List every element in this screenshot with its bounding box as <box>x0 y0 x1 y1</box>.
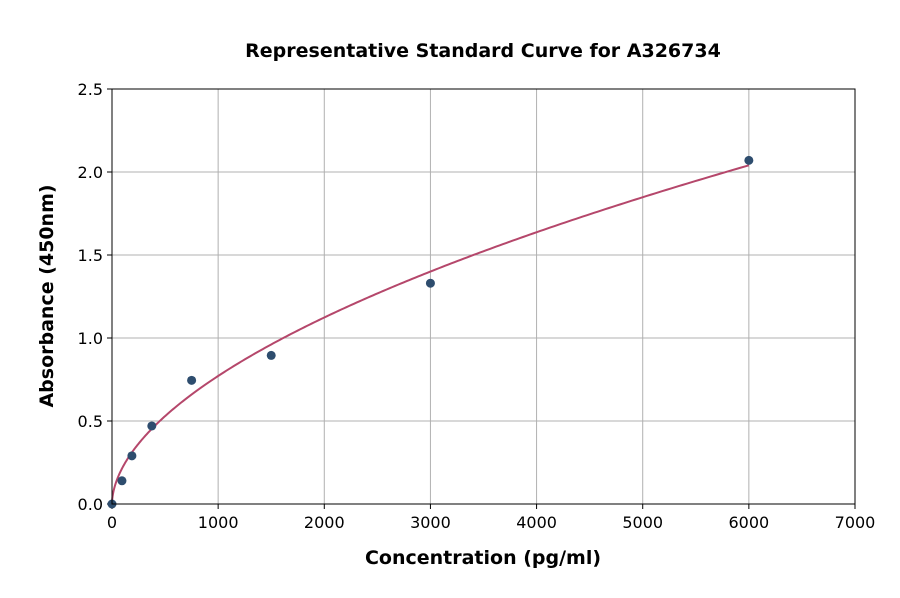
grid-lines <box>111 88 856 505</box>
x-tick-label: 4000 <box>516 513 557 532</box>
data-point <box>147 421 157 431</box>
data-point <box>425 278 435 288</box>
x-tick-label: 3000 <box>410 513 451 532</box>
y-tick-label: 0.0 <box>78 495 103 514</box>
y-tick-label: 2.0 <box>78 163 103 182</box>
x-tick-label: 0 <box>107 513 117 532</box>
x-axis-ticks: 0 1000 2000 3000 4000 5000 6000 7000 <box>107 504 875 532</box>
data-point <box>187 375 197 385</box>
x-tick-label: 2000 <box>304 513 345 532</box>
x-tick-label: 5000 <box>622 513 663 532</box>
y-axis-label: Absorbance (450nm) <box>36 184 58 407</box>
y-tick-label: 1.0 <box>78 329 103 348</box>
y-tick-label: 1.5 <box>78 246 103 265</box>
chart-title: Representative Standard Curve for A32673… <box>245 40 721 62</box>
x-tick-label: 6000 <box>728 513 769 532</box>
data-point <box>127 451 137 461</box>
y-tick-label: 0.5 <box>78 412 103 431</box>
data-point <box>744 155 754 165</box>
x-axis-label: Concentration (pg/ml) <box>365 547 601 569</box>
data-point <box>266 350 276 360</box>
y-axis-ticks: 0.0 0.5 1.0 1.5 2.0 2.5 <box>78 80 112 514</box>
x-tick-label: 7000 <box>835 513 876 532</box>
y-tick-label: 2.5 <box>78 80 103 99</box>
plot-frame <box>111 88 856 505</box>
data-points <box>107 155 754 509</box>
data-point <box>117 476 127 486</box>
x-tick-label: 1000 <box>198 513 239 532</box>
